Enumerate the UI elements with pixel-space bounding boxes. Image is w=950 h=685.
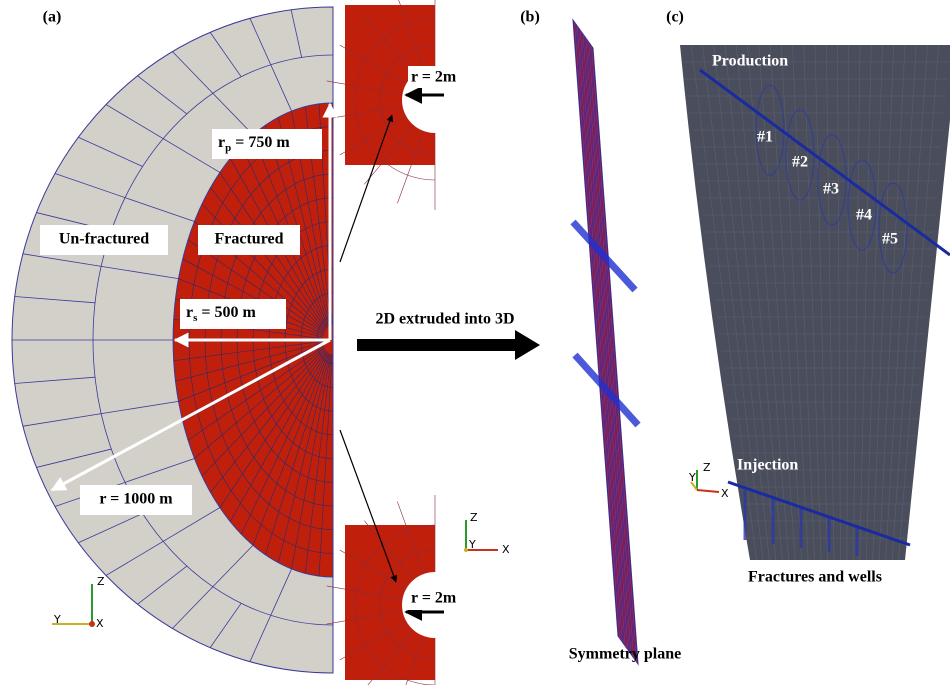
fracture-label: #1 — [757, 129, 773, 146]
well-label: Production — [712, 53, 788, 70]
axis-label: Z — [470, 511, 478, 524]
axis-label: X — [721, 487, 729, 500]
mesh-line — [589, 42, 634, 658]
fracture-label: #4 — [856, 207, 872, 224]
caption: Fractures and wells — [748, 569, 882, 586]
axis-triad: Z Y X — [464, 511, 510, 556]
mesh-line — [580, 30, 625, 646]
axis-label: Y — [688, 471, 696, 484]
mesh-line — [584, 36, 629, 652]
well-label: Injection — [737, 457, 798, 474]
plane-mesh — [573, 22, 638, 662]
caption: Symmetry plane — [569, 646, 681, 663]
mesh-line — [586, 38, 631, 654]
fracture-label: #5 — [882, 231, 898, 248]
inset-label: r = 2m — [411, 590, 457, 607]
arrow-text: 2D extruded into 3D — [375, 311, 514, 328]
axis-label: X — [502, 543, 510, 556]
panel-label: (c) — [666, 9, 684, 26]
axis-label: Y — [53, 613, 61, 626]
mesh-line — [583, 34, 628, 650]
fracture-label: #2 — [792, 154, 808, 171]
mesh-line — [582, 32, 627, 648]
fracture-label: #3 — [823, 181, 839, 198]
zone-label: Fractured — [214, 231, 283, 248]
zone-label: Un-fractured — [59, 231, 149, 248]
axis-label: Y — [468, 538, 476, 551]
panel-label: (a) — [43, 9, 62, 26]
axis-triad: Z Y X — [52, 575, 105, 630]
figure: r = 2m r = 2m Un-fractured Fractured rp=… — [0, 0, 950, 685]
panel-label: (b) — [520, 9, 540, 26]
axis-label: X — [96, 617, 104, 630]
inset-label: r = 2m — [411, 69, 457, 86]
mesh-line — [579, 28, 624, 644]
mesh-line — [587, 40, 632, 656]
mesh-line — [577, 26, 622, 642]
r-label: r = 1000 m — [99, 491, 173, 508]
big-arrow — [357, 330, 540, 360]
axis-label: Z — [703, 461, 711, 474]
axis-triad: Z Y X — [688, 461, 729, 500]
axis-label: Z — [97, 575, 105, 588]
